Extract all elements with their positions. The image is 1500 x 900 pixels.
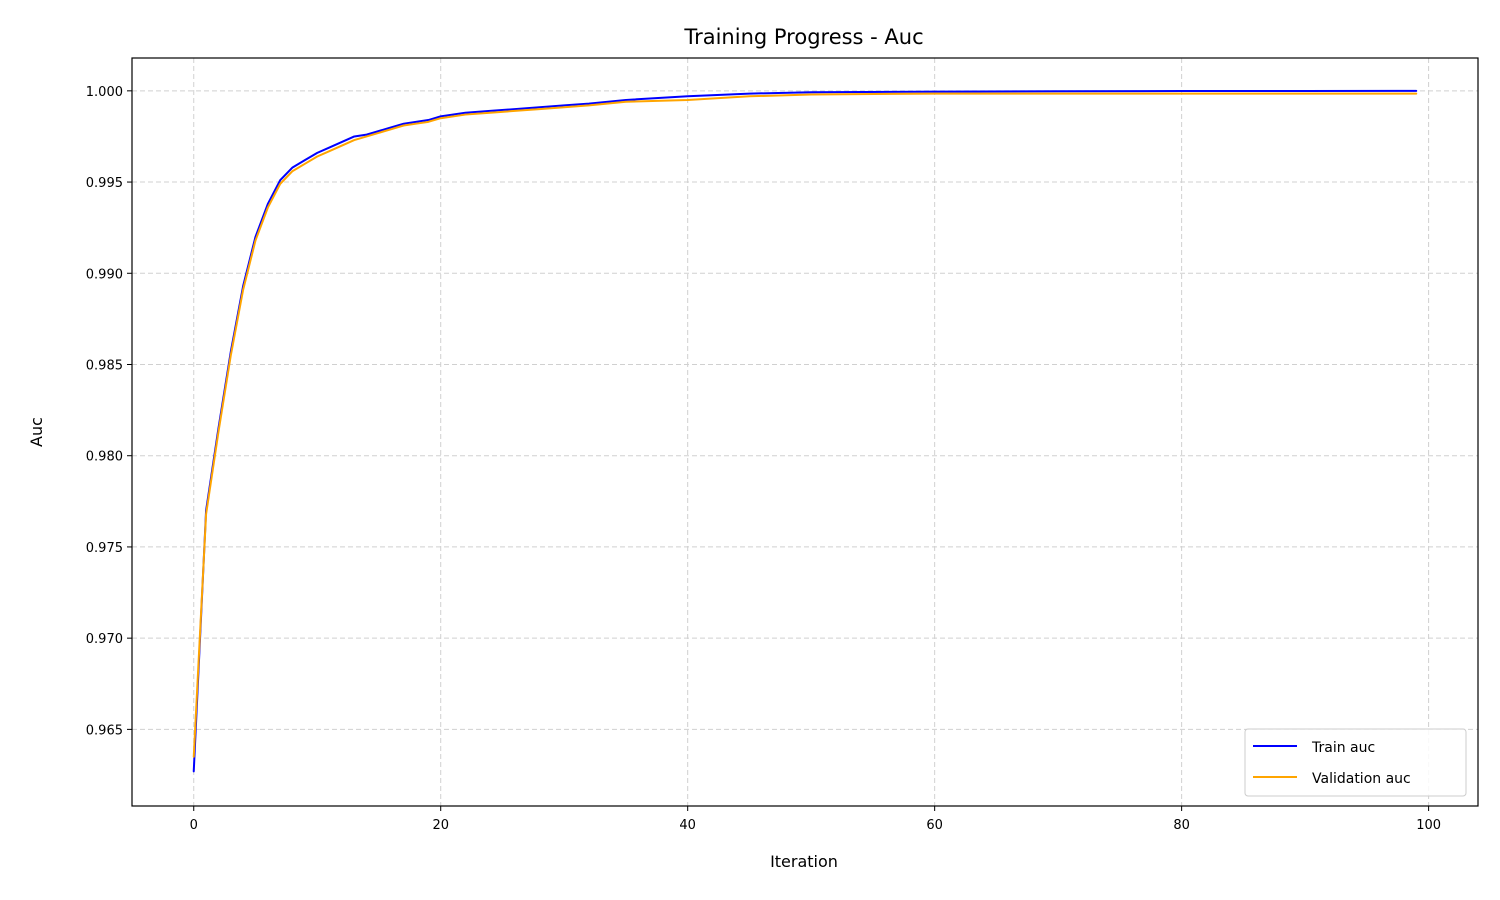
legend-label-train: Train auc <box>1311 740 1375 756</box>
legend-label-validation: Validation auc <box>1312 771 1411 787</box>
y-axis-label: Auc <box>27 417 46 447</box>
x-tick-label: 60 <box>926 818 943 833</box>
y-tick-label: 0.965 <box>86 723 123 738</box>
x-axis-label: Iteration <box>770 852 838 871</box>
y-tick-label: 0.975 <box>86 541 123 556</box>
x-tick-label: 100 <box>1416 818 1441 833</box>
series-line-validation-auc <box>192 92 1418 758</box>
x-axis: 0 20 40 60 80 100 <box>190 806 1441 833</box>
legend: Train auc Validation auc <box>1244 728 1467 797</box>
y-tick-label: 1.000 <box>86 85 123 100</box>
legend-box <box>1244 728 1467 797</box>
chart-title: Training Progress - Auc <box>683 25 923 49</box>
y-axis: 0.965 0.970 0.975 0.980 0.985 0.990 0.995 1.000 <box>86 85 132 738</box>
x-tick-label: 40 <box>679 818 696 833</box>
y-tick-label: 0.990 <box>86 267 123 282</box>
series-line-train-auc <box>192 89 1418 773</box>
y-tick-label: 0.995 <box>86 176 123 191</box>
x-tick-label: 80 <box>1173 818 1190 833</box>
x-tick-label: 20 <box>432 818 449 833</box>
plot-series <box>192 89 1418 773</box>
y-tick-label: 0.985 <box>86 358 123 373</box>
plot-frame <box>131 57 1479 807</box>
y-tick-label: 0.980 <box>86 450 123 465</box>
y-tick-label: 0.970 <box>86 632 123 647</box>
x-tick-label: 0 <box>190 818 198 833</box>
